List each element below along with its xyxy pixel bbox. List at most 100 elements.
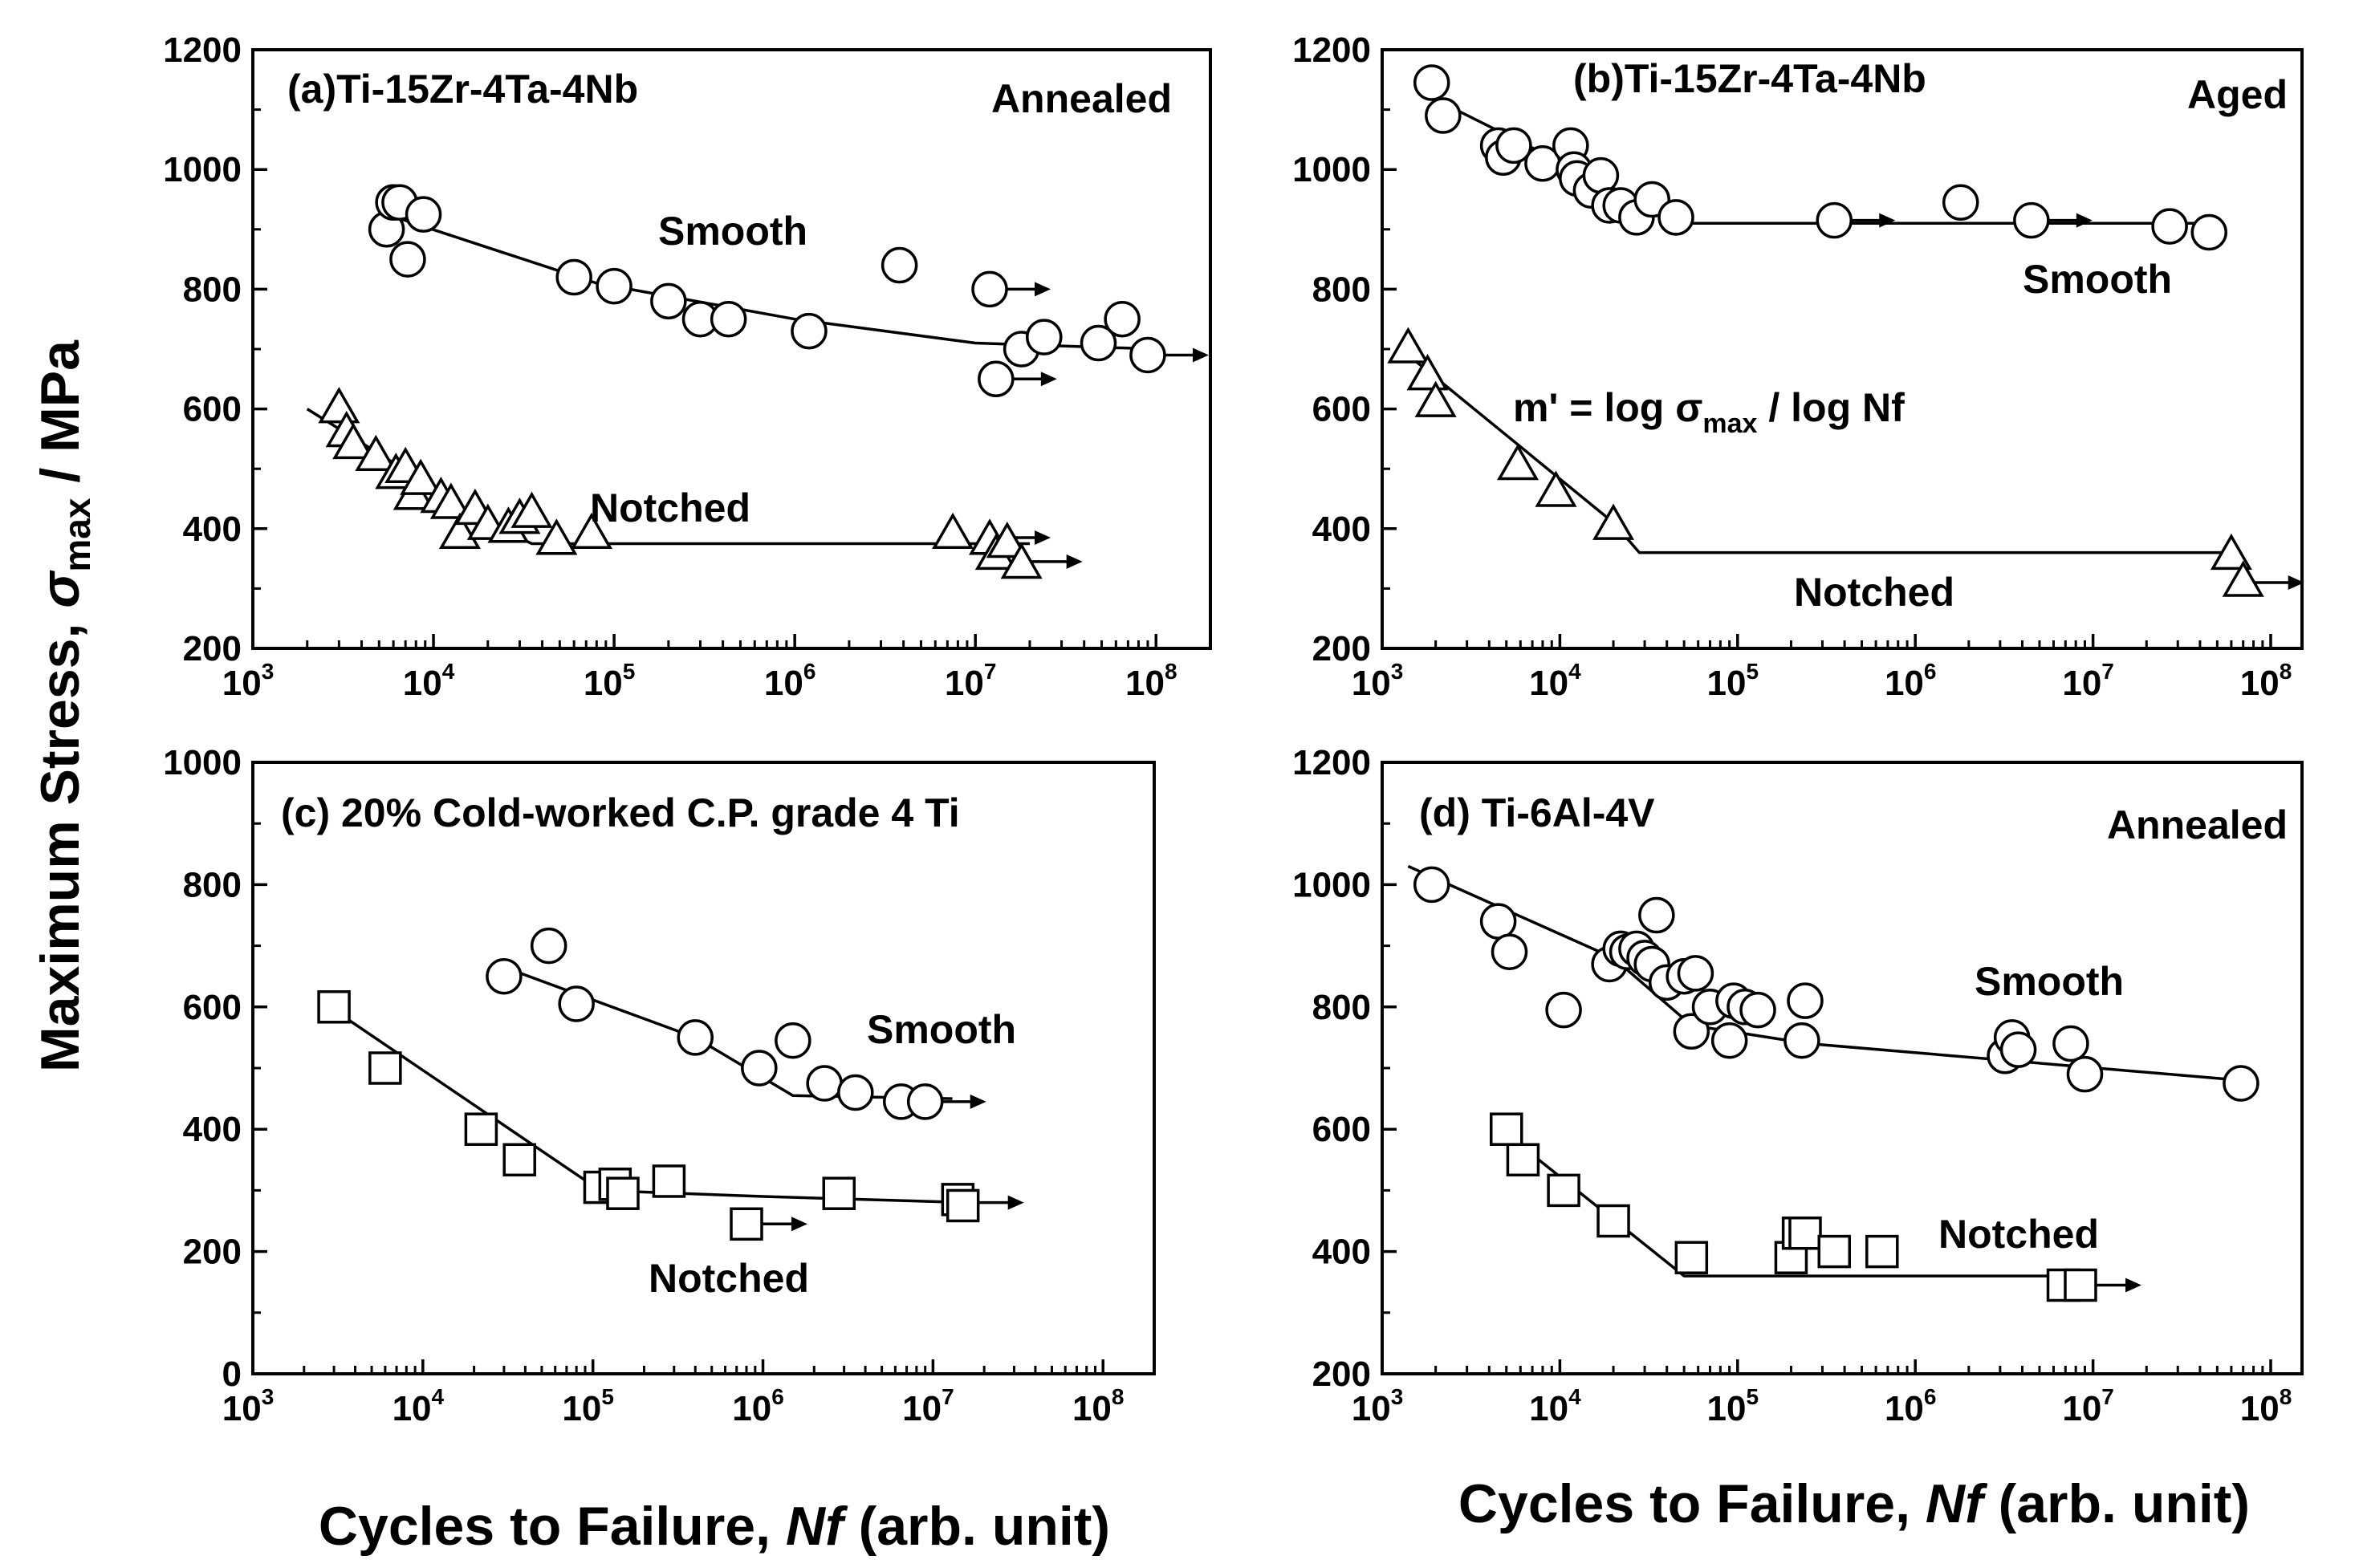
data-point-smooth [1999, 1031, 2037, 1068]
y-tick-label: 0 [222, 1355, 242, 1394]
data-point-smooth [1425, 97, 1462, 134]
data-point-smooth [1657, 199, 1694, 236]
data-point-smooth [1080, 324, 1117, 362]
data-point-notched [368, 1051, 402, 1085]
series-label-notched: Notched [1938, 1212, 2099, 1257]
y-tick-label: 800 [1312, 270, 1371, 309]
x-tick-label: 105 [584, 659, 636, 703]
data-point-smooth [389, 241, 426, 278]
runout-arrow [972, 1195, 1024, 1210]
data-point-notched [606, 1176, 640, 1210]
data-point-smooth [791, 312, 828, 350]
y-tick-label: 1200 [163, 30, 242, 70]
y-tick-label: 1000 [163, 743, 242, 782]
data-point-notched [1406, 354, 1449, 391]
data-point-notched [1592, 503, 1635, 540]
x-tick-label: 106 [1885, 1384, 1937, 1428]
panel-c: 0 200 400 600 800 1000 103 104 105 106 107 108 Smoot… [163, 743, 1156, 1428]
data-point-notched [1496, 443, 1539, 481]
x-tick-label: 106 [764, 659, 816, 703]
x-tick-label: 108 [2240, 659, 2292, 703]
data-point-smooth [1129, 336, 1166, 374]
data-point-notched [822, 1176, 856, 1210]
panel-title: (c) 20% Cold-worked C.P. grade 4 Ti [281, 790, 960, 835]
x-tick-label: 104 [403, 659, 455, 703]
y-tick-label: 600 [183, 988, 242, 1027]
data-point-notched [932, 512, 974, 550]
data-point-notched [317, 990, 351, 1024]
data-point-smooth [650, 282, 687, 320]
x-tick-label: 106 [1885, 659, 1937, 703]
data-point-notched [1865, 1234, 1899, 1269]
data-point-notched [730, 1207, 763, 1241]
x-tick-label: 103 [1352, 659, 1404, 703]
data-point-notched [570, 512, 613, 550]
data-point-smooth [1104, 300, 1141, 338]
series-label-smooth: Smooth [658, 209, 807, 254]
data-point-notched [429, 482, 472, 519]
x-tick-label: 103 [1352, 1384, 1404, 1428]
series-label-smooth: Smooth [867, 1007, 1016, 1052]
data-point-notched [1387, 327, 1430, 364]
x-tick-label: 107 [2062, 659, 2114, 703]
y-axis-label: Maximum Stress, σmax / MPa [30, 339, 98, 1072]
data-point-notched [464, 1112, 498, 1146]
data-point-smooth [775, 1022, 811, 1059]
y-tick-label: 400 [183, 1110, 242, 1149]
data-point-smooth [1816, 201, 1853, 239]
data-point-smooth [1942, 184, 1979, 221]
x-tick-label: 103 [222, 1384, 275, 1428]
y-tick-label: 600 [1312, 1110, 1371, 1149]
data-point-smooth [741, 1050, 778, 1087]
y-tick-label: 400 [183, 510, 242, 549]
y-tick-label: 1200 [1292, 30, 1371, 70]
data-point-smooth [2066, 1055, 2104, 1093]
data-point-notched [400, 458, 442, 495]
x-tick-label: 104 [1529, 1384, 1581, 1428]
data-point-notched [1506, 1143, 1540, 1177]
x-tick-label: 107 [945, 659, 997, 703]
data-point-smooth [806, 1065, 843, 1102]
data-point-smooth [405, 196, 442, 233]
data-point-smooth [1491, 933, 1528, 970]
x-tick-label: 105 [1707, 1384, 1759, 1428]
data-point-notched [986, 521, 1028, 559]
data-point-smooth [710, 300, 747, 338]
y-tick-label: 800 [1312, 988, 1371, 1027]
data-point-notched [1535, 470, 1577, 507]
x-axis-label-left: Cycles to Failure, Nf (arb. unit) [319, 1496, 1110, 1557]
data-point-smooth [1677, 955, 1714, 992]
runout-arrow [2252, 575, 2304, 590]
data-point-notched [1788, 1216, 1822, 1250]
data-point-smooth [2052, 1025, 2089, 1062]
condition-label: Annealed [2107, 802, 2288, 847]
data-point-smooth [1479, 903, 1517, 940]
data-point-notched [1596, 1204, 1630, 1238]
x-tick-label: 104 [1529, 659, 1581, 703]
panel-title: (b)Ti-15Zr-4Ta-4Nb [1573, 56, 1926, 101]
data-point-smooth [1413, 866, 1450, 904]
y-tick-label: 800 [183, 270, 242, 309]
series-label-notched: Notched [1794, 570, 1954, 615]
data-point-notched [1414, 380, 1457, 417]
y-tick-label: 800 [183, 865, 242, 904]
data-point-notched [535, 518, 578, 555]
series-label-notched: Notched [590, 485, 750, 530]
x-tick-label: 107 [902, 1384, 954, 1428]
data-point-smooth [906, 1083, 944, 1120]
y-tick-label: 200 [1312, 629, 1371, 668]
runout-arrow [756, 1217, 808, 1232]
data-point-notched [1547, 1173, 1580, 1208]
series-label-smooth: Smooth [1975, 959, 2124, 1004]
y-tick-label: 1000 [163, 150, 242, 189]
data-point-smooth [2223, 1065, 2259, 1102]
data-point-smooth [1026, 319, 1063, 355]
y-tick-label: 400 [1312, 1233, 1371, 1272]
x-tick-label: 108 [2240, 1384, 2292, 1428]
y-tick-label: 1000 [1292, 150, 1371, 189]
x-tick-label: 108 [1125, 659, 1177, 703]
data-point-smooth [1495, 127, 1532, 165]
data-point-smooth [971, 270, 1008, 308]
panel-b: 200 400 600 800 1000 1200 103 104 105 106 107 108 Sm… [1292, 30, 2304, 703]
